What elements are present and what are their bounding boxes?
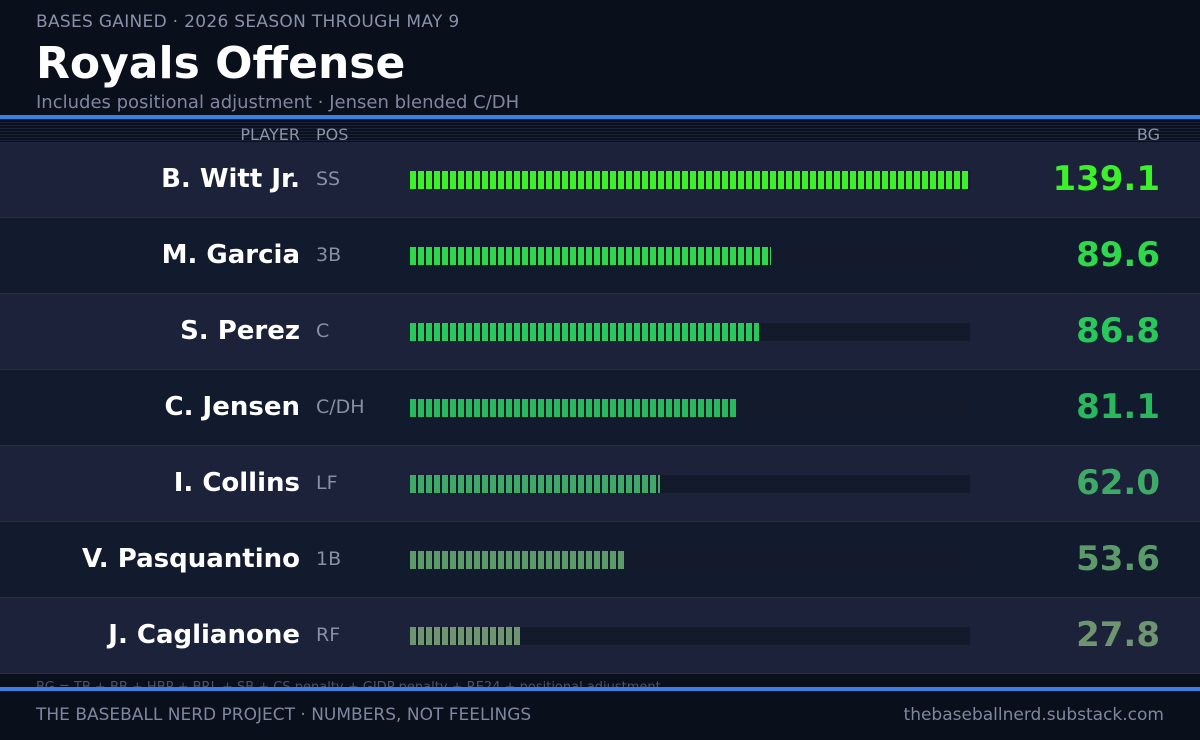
table-row: V. Pasquantino 1B 53.6	[0, 522, 1200, 598]
data-label: 27.8	[1076, 615, 1160, 655]
bar-track	[410, 475, 970, 493]
player-position: C/DH	[316, 396, 365, 418]
top-divider	[0, 115, 1200, 119]
player-name: J. Caglianone	[108, 620, 300, 650]
bar-track	[410, 551, 970, 569]
footer: THE BASEBALL NERD PROJECT · NUMBERS, NOT…	[0, 691, 1200, 740]
player-position: RF	[316, 624, 341, 646]
bar	[410, 627, 522, 645]
table-row: M. Garcia 3B 89.6	[0, 218, 1200, 294]
table-row: S. Perez C 86.8	[0, 294, 1200, 370]
data-label: 81.1	[1076, 387, 1160, 427]
player-position: 1B	[316, 548, 342, 570]
data-label: 86.8	[1076, 311, 1160, 351]
bar-track	[410, 247, 970, 265]
column-header-band	[0, 119, 1200, 142]
player-name: C. Jensen	[164, 392, 300, 422]
column-header-pos: POS	[316, 125, 349, 144]
table-row: B. Witt Jr. SS 139.1	[0, 142, 1200, 218]
footer-link[interactable]: thebaseballnerd.substack.com	[903, 705, 1164, 725]
bar	[410, 323, 759, 341]
data-label: 139.1	[1052, 159, 1160, 199]
bar-track	[410, 399, 970, 417]
player-position: SS	[316, 168, 341, 190]
bar-track	[410, 627, 970, 645]
player-name: V. Pasquantino	[82, 544, 300, 574]
bar	[410, 399, 736, 417]
player-position: C	[316, 320, 330, 342]
bar	[410, 551, 626, 569]
bar-track	[410, 323, 970, 341]
bar	[410, 247, 771, 265]
table-row: C. Jensen C/DH 81.1	[0, 370, 1200, 446]
bar-track	[410, 171, 970, 189]
data-label: 62.0	[1076, 463, 1160, 503]
player-position: 3B	[316, 244, 342, 266]
table-row: J. Caglianone RF 27.8	[0, 598, 1200, 674]
bottom-divider	[0, 687, 1200, 691]
footnote: BG = TB + BB + HBP + BRL + SB + CS penal…	[36, 680, 661, 688]
chart-rows: B. Witt Jr. SS 139.1 M. Garcia 3B 89.6 S. Pere…	[0, 142, 1200, 674]
player-name: S. Perez	[180, 316, 300, 346]
data-label: 53.6	[1076, 539, 1160, 579]
bar	[410, 475, 660, 493]
column-header-bg: BG	[1136, 125, 1160, 144]
data-label: 89.6	[1076, 235, 1160, 275]
chart-subtitle: Includes positional adjustment · Jensen …	[36, 92, 520, 113]
footer-brand: THE BASEBALL NERD PROJECT · NUMBERS, NOT…	[36, 705, 532, 725]
player-name: M. Garcia	[161, 240, 300, 270]
bar	[410, 171, 970, 189]
table-row: I. Collins LF 62.0	[0, 446, 1200, 522]
kicker-text: BASES GAINED · 2026 SEASON THROUGH MAY 9	[36, 12, 460, 32]
chart-title: Royals Offense	[36, 38, 406, 89]
column-header-player: PLAYER	[240, 125, 300, 144]
player-position: LF	[316, 472, 338, 494]
player-name: I. Collins	[173, 468, 300, 498]
player-name: B. Witt Jr.	[161, 164, 300, 194]
header: BASES GAINED · 2026 SEASON THROUGH MAY 9…	[0, 0, 1200, 115]
